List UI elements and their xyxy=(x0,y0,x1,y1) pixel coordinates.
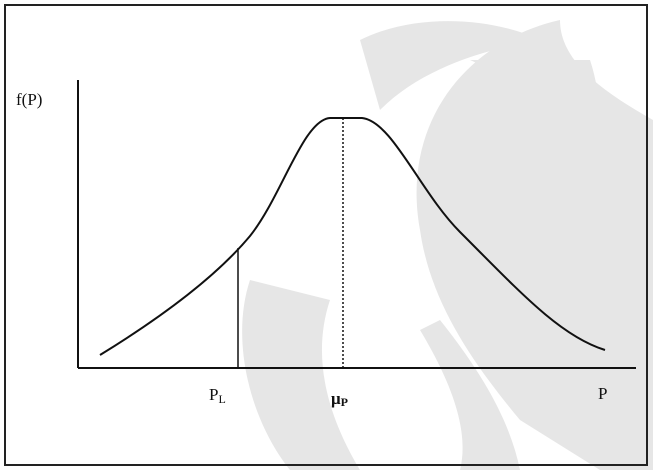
page: {"diagram": { "y_axis_label": "f(P)", "x… xyxy=(0,0,653,470)
symbol: μ xyxy=(331,389,341,408)
mean-label: μP xyxy=(331,389,348,409)
y-axis-label: f(P) xyxy=(16,90,42,109)
watermark xyxy=(242,20,653,470)
lower-limit-label: PL xyxy=(209,385,226,406)
x-axis-label: P xyxy=(598,384,607,403)
symbol: P xyxy=(209,385,218,404)
subscript: P xyxy=(341,395,348,409)
subscript: L xyxy=(218,392,225,406)
diagram: f(P) P PL μP xyxy=(0,0,653,470)
